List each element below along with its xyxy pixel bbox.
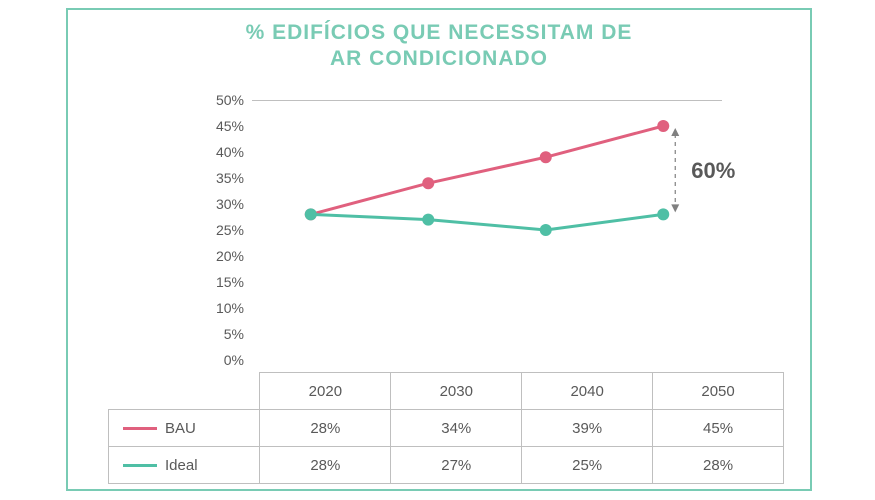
data-cell: 34%	[391, 410, 522, 447]
y-tick-label: 20%	[216, 248, 244, 264]
y-tick-label: 30%	[216, 196, 244, 212]
legend-cell: BAU	[109, 410, 260, 447]
data-cell: 28%	[653, 447, 784, 484]
data-cell: 25%	[522, 447, 653, 484]
year-header-cell: 2030	[391, 373, 522, 410]
y-tick-label: 50%	[216, 92, 244, 108]
year-header-cell: 2020	[260, 373, 391, 410]
y-tick-label: 10%	[216, 300, 244, 316]
chart-frame: % EDIFÍCIOS QUE NECESSITAM DE AR CONDICI…	[66, 8, 812, 491]
y-tick-label: 45%	[216, 118, 244, 134]
year-header-cell: 2040	[522, 373, 653, 410]
legend-header-cell	[109, 373, 260, 410]
y-tick-label: 25%	[216, 222, 244, 238]
title-line-2: AR CONDICIONADO	[330, 47, 548, 70]
legend-label: Ideal	[165, 457, 198, 474]
year-header-cell: 2050	[653, 373, 784, 410]
y-tick-label: 15%	[216, 274, 244, 290]
y-tick-label: 35%	[216, 170, 244, 186]
data-cell: 39%	[522, 410, 653, 447]
gap-annotation: 60%	[691, 158, 735, 184]
y-tick-label: 5%	[224, 326, 244, 342]
data-cell: 28%	[260, 410, 391, 447]
chart-title: % EDIFÍCIOS QUE NECESSITAM DE AR CONDICI…	[68, 20, 810, 73]
data-cell: 28%	[260, 447, 391, 484]
data-table: 2020203020402050BAU28%34%39%45%Ideal28%2…	[108, 372, 784, 484]
plot-area: 0%5%10%15%20%25%30%35%40%45%50%60%	[252, 100, 722, 360]
y-tick-label: 40%	[216, 144, 244, 160]
legend-label: BAU	[165, 420, 196, 437]
y-tick-label: 0%	[224, 352, 244, 368]
legend-swatch	[123, 427, 157, 430]
legend-cell: Ideal	[109, 447, 260, 484]
data-cell: 27%	[391, 447, 522, 484]
data-cell: 45%	[653, 410, 784, 447]
legend-swatch	[123, 464, 157, 467]
title-line-1: % EDIFÍCIOS QUE NECESSITAM DE	[246, 21, 633, 44]
